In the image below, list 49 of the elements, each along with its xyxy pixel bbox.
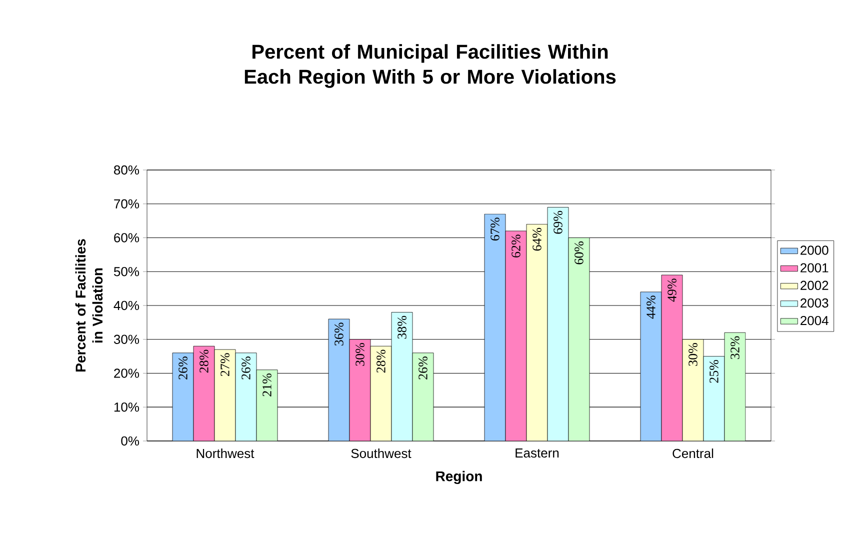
data-label: 60%	[574, 241, 584, 264]
data-label: 25%	[710, 360, 718, 383]
bar	[370, 346, 392, 441]
y-tick-label: 0%	[121, 436, 140, 446]
legend-label: 2002	[800, 280, 828, 290]
x-tick-label: Northwest	[196, 448, 254, 458]
data-label: 62%	[512, 234, 520, 258]
bar	[349, 339, 371, 441]
data-label: 26%	[242, 356, 250, 380]
data-label: 30%	[688, 343, 698, 366]
y-tick-label: 70%	[114, 199, 140, 208]
x-tick-label: Eastern	[516, 448, 559, 458]
y-tick-label: 20%	[114, 368, 140, 378]
data-label: 32%	[730, 336, 740, 359]
y-tick-label: 40%	[114, 300, 140, 310]
data-label: 38%	[398, 316, 406, 339]
x-axis-title: Region	[436, 470, 482, 484]
y-tick-label: 30%	[114, 334, 140, 344]
y-tick-label: 80%	[114, 165, 140, 175]
bar	[505, 230, 527, 441]
y-tick-label: 50%	[114, 267, 140, 276]
bar	[661, 274, 683, 441]
y-tick-label: 60%	[114, 233, 140, 242]
chart-title: Percent of Municipal Facilities Within Each Region With 5 or More Violations	[244, 44, 616, 88]
bar	[193, 346, 215, 441]
bar	[214, 349, 236, 441]
data-label: 64%	[532, 228, 542, 251]
y-tick-label: 10%	[114, 402, 140, 412]
legend-label: 2003	[800, 298, 828, 308]
data-label: 49%	[668, 278, 676, 302]
data-label: 28%	[376, 350, 386, 373]
data-label: 30%	[356, 343, 364, 366]
data-label: 26%	[418, 356, 428, 380]
legend-label: 2004	[800, 316, 828, 326]
data-label: 44%	[646, 296, 656, 319]
data-label: 36%	[334, 322, 344, 346]
legend-label: 2000	[800, 246, 828, 255]
data-label: 27%	[220, 353, 230, 376]
x-tick-label: Southwest	[351, 448, 412, 458]
legend-label: 2001	[800, 263, 828, 272]
data-label: 69%	[554, 210, 562, 234]
y-axis-title: Percent of Facilities in Violation	[75, 239, 103, 372]
bar	[526, 224, 548, 441]
data-label: 67%	[490, 218, 500, 240]
x-tick-label: Central	[672, 448, 714, 458]
data-label: 28%	[200, 350, 208, 373]
bar	[682, 339, 704, 441]
data-label: 21%	[262, 374, 272, 396]
data-label: 26%	[178, 356, 188, 380]
